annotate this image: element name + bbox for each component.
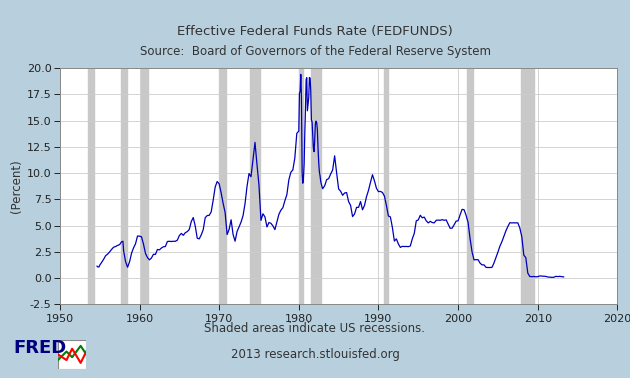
Text: Source:  Board of Governors of the Federal Reserve System: Source: Board of Governors of the Federa… [139, 45, 491, 57]
Y-axis label: (Percent): (Percent) [9, 159, 23, 213]
Bar [219, 68, 226, 304]
Text: Effective Federal Funds Rate (FEDFUNDS): Effective Federal Funds Rate (FEDFUNDS) [177, 25, 453, 37]
Text: FRED: FRED [14, 339, 67, 357]
Bar [142, 68, 148, 304]
Text: Shaded areas indicate US recessions.: Shaded areas indicate US recessions. [205, 322, 425, 335]
Bar [299, 68, 303, 304]
FancyBboxPatch shape [58, 340, 86, 369]
Bar [88, 68, 94, 304]
Text: 2013 research.stlouisfed.org: 2013 research.stlouisfed.org [231, 348, 399, 361]
Bar [250, 68, 260, 304]
Bar [121, 68, 127, 304]
Bar [467, 68, 472, 304]
Bar [384, 68, 388, 304]
Bar [521, 68, 534, 304]
Bar [311, 68, 321, 304]
